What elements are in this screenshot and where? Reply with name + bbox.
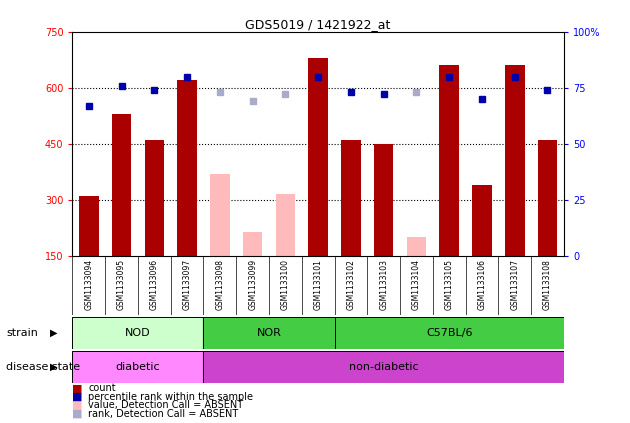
Text: strain: strain <box>6 328 38 338</box>
Text: GSM1133104: GSM1133104 <box>412 259 421 310</box>
Bar <box>308 58 328 256</box>
Bar <box>406 237 427 256</box>
Bar <box>505 66 525 256</box>
Text: ▶: ▶ <box>50 328 57 338</box>
Text: GSM1133094: GSM1133094 <box>84 259 93 310</box>
Bar <box>177 80 197 256</box>
Text: ■: ■ <box>72 392 83 402</box>
Text: GSM1133107: GSM1133107 <box>510 259 519 310</box>
Text: GSM1133105: GSM1133105 <box>445 259 454 310</box>
Text: non-diabetic: non-diabetic <box>349 362 418 372</box>
Text: count: count <box>88 383 116 393</box>
Text: C57BL/6: C57BL/6 <box>426 328 472 338</box>
Text: NOR: NOR <box>256 328 282 338</box>
Text: rank, Detection Call = ABSENT: rank, Detection Call = ABSENT <box>88 409 238 419</box>
Bar <box>72 317 203 349</box>
Title: GDS5019 / 1421922_at: GDS5019 / 1421922_at <box>246 18 391 30</box>
Text: GSM1133106: GSM1133106 <box>478 259 486 310</box>
Bar <box>243 232 263 256</box>
Bar <box>72 351 203 383</box>
Bar <box>203 351 564 383</box>
Text: GSM1133108: GSM1133108 <box>543 259 552 310</box>
Text: ■: ■ <box>72 400 83 410</box>
Text: ■: ■ <box>72 409 83 419</box>
Text: GSM1133099: GSM1133099 <box>248 259 257 310</box>
Bar <box>439 66 459 256</box>
Text: percentile rank within the sample: percentile rank within the sample <box>88 392 253 402</box>
Text: diabetic: diabetic <box>116 362 160 372</box>
Bar <box>79 196 99 256</box>
Bar <box>341 140 361 256</box>
Bar <box>112 114 132 256</box>
Text: GSM1133097: GSM1133097 <box>183 259 192 310</box>
Bar <box>374 144 394 256</box>
Text: GSM1133096: GSM1133096 <box>150 259 159 310</box>
Text: value, Detection Call = ABSENT: value, Detection Call = ABSENT <box>88 400 243 410</box>
Text: NOD: NOD <box>125 328 151 338</box>
Text: GSM1133101: GSM1133101 <box>314 259 323 310</box>
Bar <box>275 194 295 256</box>
Bar <box>537 140 558 256</box>
Text: GSM1133103: GSM1133103 <box>379 259 388 310</box>
Text: GSM1133098: GSM1133098 <box>215 259 224 310</box>
Bar <box>335 317 564 349</box>
Bar <box>144 140 164 256</box>
Text: ■: ■ <box>72 383 83 393</box>
Bar <box>210 174 230 256</box>
Text: disease state: disease state <box>6 362 81 372</box>
Text: GSM1133095: GSM1133095 <box>117 259 126 310</box>
Bar <box>472 185 492 256</box>
Text: GSM1133100: GSM1133100 <box>281 259 290 310</box>
Bar <box>203 317 335 349</box>
Text: ▶: ▶ <box>50 362 57 372</box>
Text: GSM1133102: GSM1133102 <box>346 259 355 310</box>
